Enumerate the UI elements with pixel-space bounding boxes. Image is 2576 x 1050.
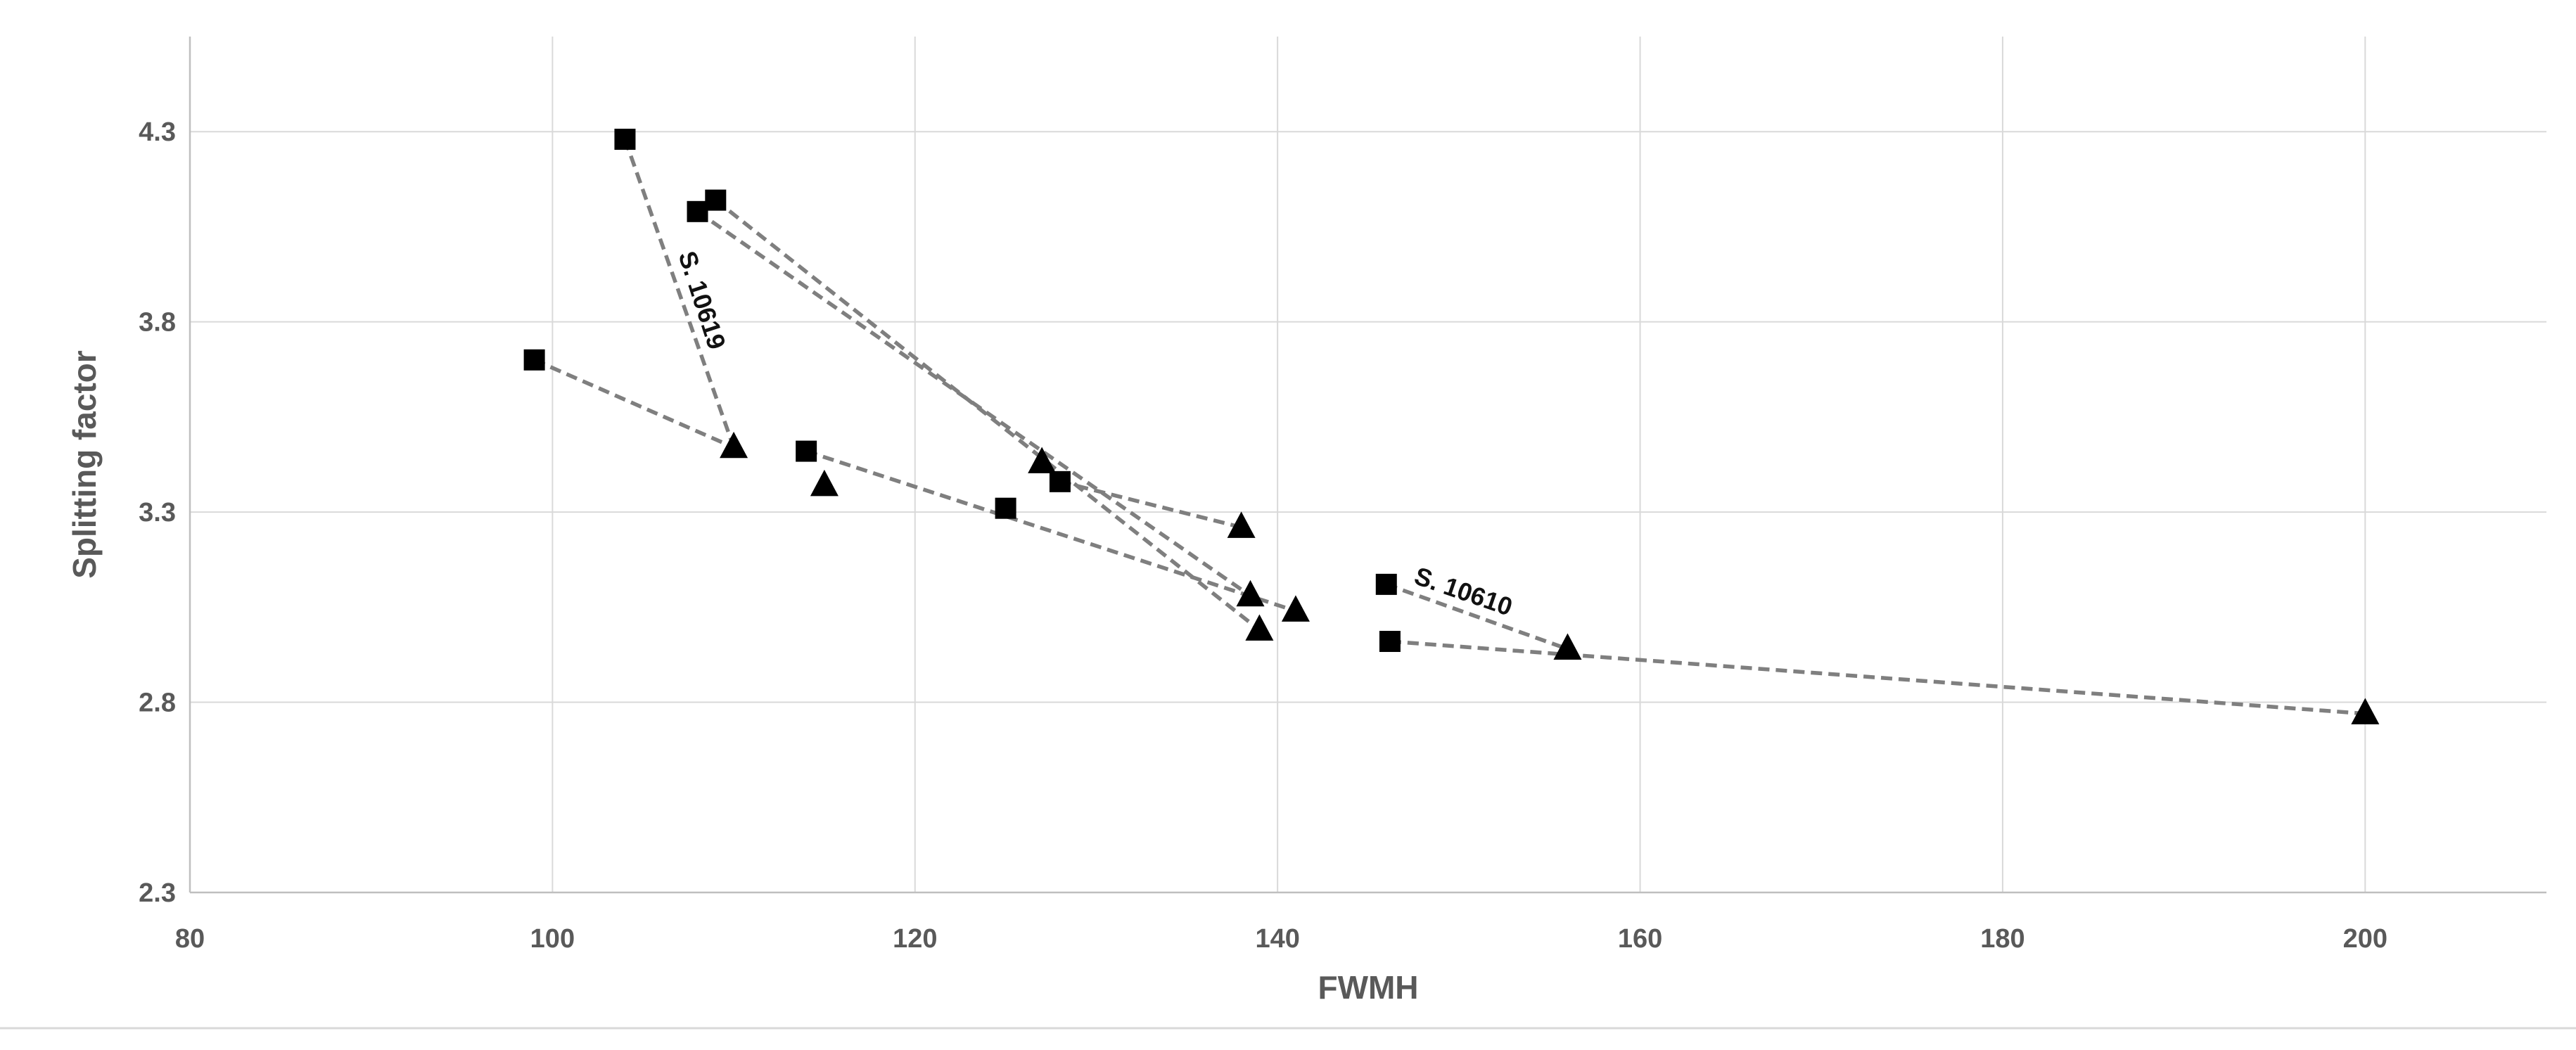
square-marker	[687, 200, 708, 222]
grid-lines	[190, 37, 2546, 892]
x-tick-label: 120	[893, 924, 937, 954]
annotations: S. 10619 S. 10610	[673, 248, 1517, 622]
square-marker	[614, 129, 636, 151]
connection-line	[696, 210, 1252, 598]
y-axis-title: Splitting factor	[66, 350, 103, 579]
series-annotation: S. 10619	[673, 248, 732, 353]
y-tick-label: 4.3	[139, 117, 176, 147]
square-marker	[1049, 470, 1071, 492]
triangle-marker	[1236, 580, 1265, 607]
y-tick-label: 2.3	[139, 878, 176, 908]
square-marker	[1375, 573, 1397, 595]
y-tick-label: 3.8	[139, 308, 176, 338]
triangle-marker	[1553, 633, 1582, 660]
connection-line	[1385, 582, 1569, 651]
connection-line	[533, 358, 735, 449]
x-tick-label: 200	[2343, 924, 2387, 954]
x-tick-label: 140	[1255, 924, 1299, 954]
connection-line	[623, 139, 736, 449]
triangle-marker	[810, 469, 839, 497]
triangle-marker	[1245, 614, 1274, 641]
square-marker	[796, 440, 817, 462]
connection-lines	[533, 139, 2366, 716]
triangle-marker	[720, 431, 748, 459]
triangle-marker	[1281, 595, 1310, 622]
square-marker	[705, 189, 727, 211]
square-marker	[1379, 631, 1401, 653]
axes	[0, 37, 2576, 1030]
triangle-marker	[1227, 511, 1256, 538]
connection-line	[1059, 480, 1242, 530]
x-tick-label: 100	[530, 924, 575, 954]
x-tick-label: 180	[1980, 924, 2025, 954]
x-axis-title: FWMH	[1318, 969, 1418, 1006]
data-markers	[523, 129, 2380, 724]
connection-line	[805, 449, 1296, 613]
square-marker	[995, 497, 1016, 519]
square-marker	[523, 349, 545, 371]
triangle-marker	[2351, 698, 2380, 724]
triangle-marker	[1028, 447, 1057, 473]
series-annotation: S. 10610	[1411, 561, 1517, 622]
y-tick-label: 2.8	[139, 689, 176, 718]
x-tick-label: 160	[1618, 924, 1662, 954]
connection-line	[1389, 639, 2366, 716]
tick-labels: 80 100 120 140 160 180 200 2.3 2.8 3.3 3.8 4.3	[139, 117, 2387, 954]
y-tick-label: 3.3	[139, 498, 176, 527]
connection-line	[714, 198, 1261, 632]
x-tick-label: 80	[175, 924, 205, 954]
